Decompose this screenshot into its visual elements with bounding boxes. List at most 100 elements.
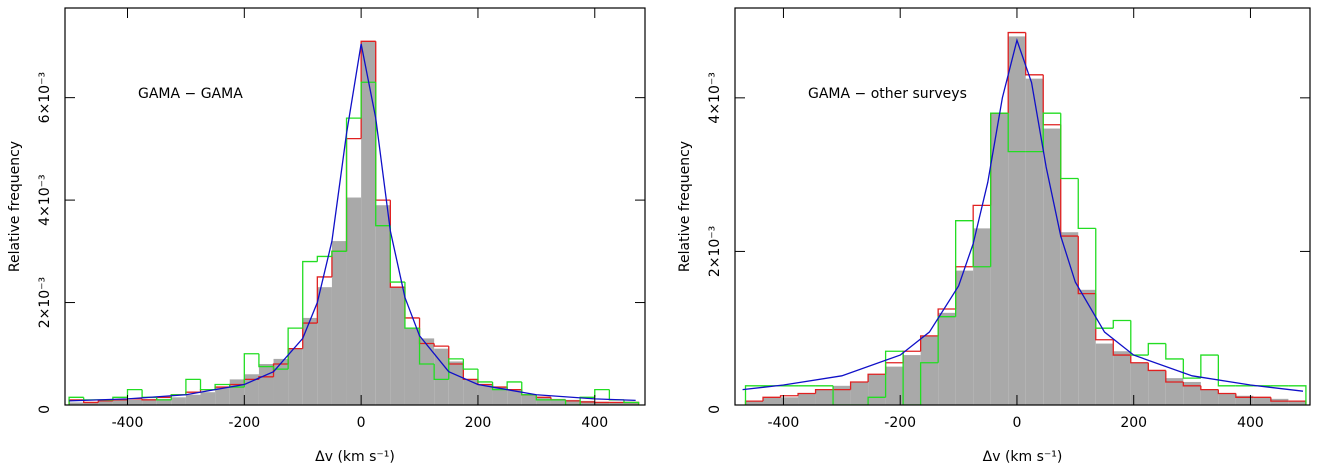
y-tick-label: 2×10⁻³ xyxy=(37,277,53,328)
histogram-step xyxy=(243,353,259,388)
histogram-bar xyxy=(69,402,84,405)
histogram-step xyxy=(462,358,478,370)
histogram-step xyxy=(433,364,449,381)
plot-area xyxy=(68,40,640,405)
histogram-bar xyxy=(258,364,274,405)
histogram-bar xyxy=(745,401,764,405)
histogram-step xyxy=(1060,124,1079,237)
histogram-bar xyxy=(1113,351,1131,405)
histogram-step xyxy=(331,250,347,257)
histogram-step xyxy=(1147,342,1166,356)
histogram-bar xyxy=(375,205,391,405)
histogram-step xyxy=(521,381,537,396)
histogram-step xyxy=(623,399,640,405)
histogram-bar xyxy=(798,393,816,405)
histogram-bar xyxy=(580,400,595,405)
histogram-step xyxy=(1200,354,1219,379)
histogram-step xyxy=(448,358,464,380)
histogram-bar xyxy=(229,379,245,405)
histogram-bar xyxy=(419,338,435,405)
histogram-step xyxy=(404,282,420,329)
histogram-step xyxy=(762,396,781,402)
histogram-bar xyxy=(1235,395,1254,405)
histogram-step xyxy=(1095,228,1114,329)
histogram-step xyxy=(1077,178,1096,230)
histogram-step xyxy=(375,82,391,227)
histogram-bar xyxy=(1130,362,1149,405)
histogram-bar xyxy=(815,389,834,405)
histogram-step xyxy=(867,396,886,405)
histogram-step xyxy=(316,276,332,324)
histogram-step xyxy=(126,388,143,398)
y-tick-label: 4×10⁻³ xyxy=(707,72,723,123)
x-tick-label: -200 xyxy=(884,415,916,431)
histogram-step xyxy=(491,381,508,391)
histogram-step xyxy=(814,388,834,394)
histogram-step xyxy=(919,335,939,352)
histogram-step xyxy=(1270,397,1289,402)
histogram-step xyxy=(302,260,318,329)
histogram-step xyxy=(316,255,332,262)
histogram-bar xyxy=(1218,393,1236,405)
histogram-step xyxy=(594,388,610,398)
histogram-bar xyxy=(448,361,464,405)
histogram-bar xyxy=(142,398,157,405)
y-axis-label: Relative frequency xyxy=(7,141,23,272)
histogram-bar xyxy=(83,402,99,405)
histogram-bar xyxy=(288,348,303,405)
histogram-step xyxy=(1217,389,1236,395)
histogram-bar xyxy=(521,394,537,405)
x-tick-label: 0 xyxy=(1012,415,1021,431)
histogram-step xyxy=(214,383,230,390)
plot-area xyxy=(742,31,1307,405)
histogram-bar xyxy=(346,197,362,405)
y-tick-label: 2×10⁻³ xyxy=(707,226,723,277)
histogram-bar xyxy=(1270,398,1289,405)
x-axis-label: Δv (km s⁻¹) xyxy=(983,449,1063,465)
histogram-step xyxy=(272,366,289,370)
y-tick-label: 4×10⁻³ xyxy=(37,174,53,225)
histogram-bar xyxy=(920,335,939,405)
histogram-step xyxy=(1200,385,1219,391)
y-tick-label: 6×10⁻³ xyxy=(37,72,53,123)
x-axis-label: Δv (km s⁻¹) xyxy=(315,449,395,465)
plot-frame xyxy=(64,7,646,406)
histogram-step xyxy=(564,399,581,405)
histogram-bar xyxy=(463,379,478,405)
histogram-step xyxy=(972,220,991,268)
histogram-bar xyxy=(1060,232,1079,405)
x-tick-label: 200 xyxy=(1120,415,1147,431)
y-tick-label: 0 xyxy=(707,405,723,414)
histogram-bar xyxy=(1043,128,1061,405)
histogram-step xyxy=(418,328,435,365)
histogram-step xyxy=(345,117,362,252)
histogram-step xyxy=(199,379,216,391)
histogram-bar xyxy=(536,397,551,405)
histogram-step xyxy=(1025,32,1044,76)
histogram-bar xyxy=(390,287,405,405)
x-tick-label: -400 xyxy=(112,415,144,431)
fit-curve xyxy=(742,37,1304,392)
histogram-step xyxy=(1112,339,1131,356)
histogram-step xyxy=(462,364,478,381)
histogram-step xyxy=(779,395,799,398)
histogram-step xyxy=(990,112,1009,267)
histogram-step xyxy=(1147,362,1166,372)
histogram-bar xyxy=(477,384,493,405)
histogram-step xyxy=(1130,355,1149,364)
histogram-bar xyxy=(763,397,781,405)
plot-frame xyxy=(734,7,1311,406)
histogram-step xyxy=(389,225,405,283)
histogram-bar xyxy=(1288,401,1306,405)
histogram-step xyxy=(477,369,493,383)
histogram-step xyxy=(832,385,851,405)
histogram-step xyxy=(902,351,921,405)
histogram-bar xyxy=(955,270,974,405)
histogram-bar xyxy=(623,402,639,405)
histogram-step xyxy=(185,378,201,395)
histogram-bar xyxy=(885,366,904,405)
histogram-bar xyxy=(331,241,347,405)
histogram-bar xyxy=(938,312,956,405)
histogram-step xyxy=(1007,113,1026,153)
x-tick-label: -200 xyxy=(228,415,260,431)
